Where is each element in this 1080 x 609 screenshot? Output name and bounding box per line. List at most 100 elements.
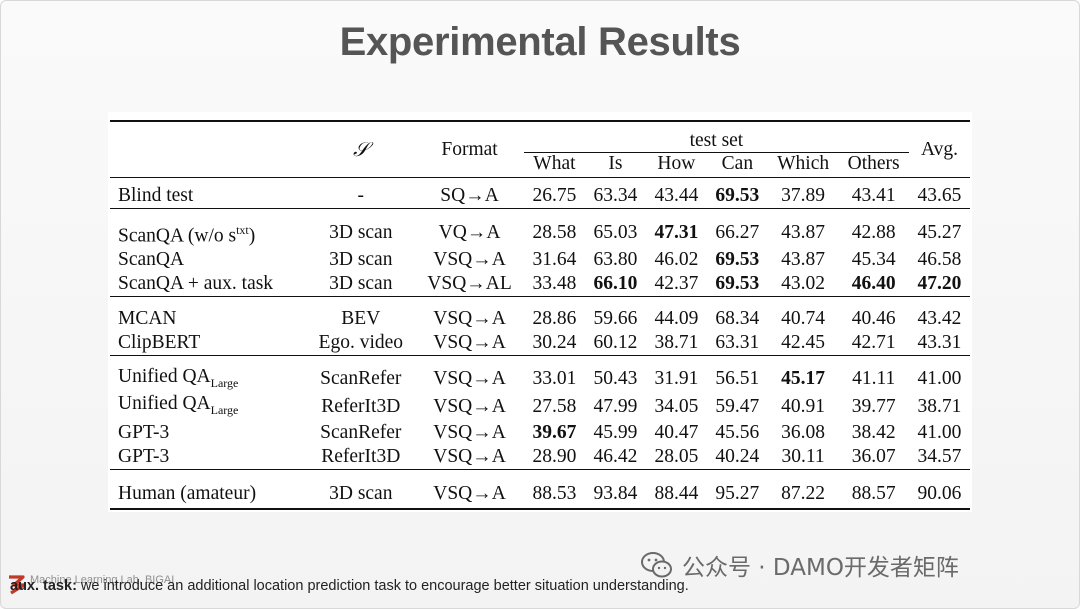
header-col-can: Can xyxy=(706,152,768,178)
method-name: GPT-3 xyxy=(118,446,170,468)
score-cell: 69.53 xyxy=(715,248,760,270)
format-cell: VSQ→A xyxy=(415,480,524,511)
table-row: Blind test - SQ→A 26.75 63.34 43.44 69.53 37.89… xyxy=(110,184,970,209)
score-cell: 43.87 xyxy=(781,222,826,244)
score-cell: 93.84 xyxy=(584,480,646,511)
score-cell: 42.37 xyxy=(654,272,699,294)
method-cell: ScanQA + aux. task xyxy=(110,272,306,297)
input-s-cell: - xyxy=(357,185,365,206)
method-name: Unified QA xyxy=(118,393,211,415)
table-header-row-1: 𝒮 Format test set Avg. xyxy=(110,120,970,178)
score-cell: 26.75 xyxy=(532,185,577,206)
header-col-which: Which xyxy=(767,152,839,178)
lab-name: Machine Learning Lab, BIGAI xyxy=(30,574,175,586)
method-cell: MCAN xyxy=(110,307,306,331)
score-cell: 38.42 xyxy=(851,422,896,444)
score-cell: 43.02 xyxy=(781,272,826,294)
score-cell: 30.11 xyxy=(781,446,825,468)
method-name: Human (amateur) xyxy=(118,483,257,505)
score-cell: 36.07 xyxy=(851,446,896,468)
input-s-cell: 3D scan xyxy=(329,272,393,294)
avg-cell: 90.06 xyxy=(908,480,970,511)
score-cell: 88.44 xyxy=(645,480,707,511)
score-cell: 47.99 xyxy=(593,396,638,418)
method-superscript: txt xyxy=(236,223,249,237)
input-s-cell: 3D scan xyxy=(306,480,416,511)
method-cell: ScanQA xyxy=(110,248,306,272)
score-cell: 42.45 xyxy=(781,331,826,353)
score-cell: 40.91 xyxy=(781,396,826,418)
method-name: Blind test xyxy=(118,185,194,206)
score-cell: 34.05 xyxy=(654,396,699,418)
score-cell: 40.74 xyxy=(781,307,826,329)
score-cell: 88.57 xyxy=(838,480,909,511)
score-cell: 88.53 xyxy=(523,480,585,511)
input-s-cell: ScanRefer xyxy=(320,368,402,390)
table-row: ScanQA (w/o stxt) 3D scan VQ→A 28.58 65.03 47… xyxy=(110,219,970,248)
score-cell: 28.58 xyxy=(532,222,577,244)
avg-cell: 47.20 xyxy=(917,272,962,294)
table-row: Human (amateur) 3D scan VSQ→A 88.53 93.84 88.… xyxy=(110,480,970,511)
group-separator xyxy=(110,354,970,366)
score-cell: 87.22 xyxy=(767,480,839,511)
score-cell: 42.88 xyxy=(851,222,896,244)
score-cell: 43.87 xyxy=(781,248,826,270)
score-cell: 63.31 xyxy=(715,331,760,353)
score-cell: 47.31 xyxy=(654,222,699,244)
score-cell: 28.90 xyxy=(532,446,577,468)
method-name: GPT-3 xyxy=(118,422,170,444)
method-name: ScanQA + aux. task xyxy=(118,272,274,294)
score-cell: 40.47 xyxy=(654,422,699,444)
results-table-panel: 𝒮 Format test set Avg. What Is How Can Which… xyxy=(108,112,972,512)
format-cell: VSQ→A xyxy=(433,446,506,468)
score-cell: 42.71 xyxy=(851,331,896,353)
score-cell: 33.01 xyxy=(532,368,577,390)
input-s-cell: ReferIt3D xyxy=(321,396,401,418)
watermark: 公众号 · DAMO开发者矩阵 xyxy=(640,548,959,582)
score-cell: 46.42 xyxy=(593,446,638,468)
score-cell: 41.11 xyxy=(852,368,896,390)
method-name: ScanQA (w/o s xyxy=(118,225,237,247)
input-s-cell: Ego. video xyxy=(318,331,404,353)
header-test-set: test set xyxy=(523,120,909,153)
method-cell: ScanQA (w/o stxt) xyxy=(110,219,306,248)
score-cell: 28.05 xyxy=(654,446,699,468)
format-cell: VSQ→A xyxy=(433,422,506,444)
header-col-what: What xyxy=(523,152,585,178)
score-cell: 59.47 xyxy=(715,396,760,418)
score-cell: 59.66 xyxy=(593,307,638,329)
header-col-others: Others xyxy=(838,152,909,178)
score-cell: 27.58 xyxy=(532,396,577,418)
header-s-label: 𝒮 xyxy=(353,137,369,161)
format-cell: VQ→A xyxy=(438,222,501,244)
method-cell: Unified QALarge xyxy=(110,393,306,421)
score-cell: 30.24 xyxy=(532,331,577,353)
header-col-how: How xyxy=(645,152,707,178)
input-s-cell: BEV xyxy=(341,307,381,329)
avg-cell: 38.71 xyxy=(917,396,962,418)
format-cell: VSQ→AL xyxy=(427,272,512,294)
score-cell: 63.80 xyxy=(593,248,638,270)
score-cell: 56.51 xyxy=(715,368,760,390)
table-bottom-pad xyxy=(110,509,970,516)
avg-cell: 43.31 xyxy=(917,331,962,353)
score-cell: 31.91 xyxy=(654,368,699,390)
avg-cell: 41.00 xyxy=(917,368,962,390)
score-cell: 66.10 xyxy=(593,272,638,294)
score-cell: 45.17 xyxy=(781,368,826,390)
table-row: ScanQA 3D scan VSQ→A 31.64 63.80 46.02 69.53 43… xyxy=(110,248,970,272)
method-name: ScanQA xyxy=(118,248,185,270)
method-cell: GPT-3 xyxy=(110,445,306,470)
score-cell: 33.48 xyxy=(532,272,577,294)
score-cell: 28.86 xyxy=(532,307,577,329)
score-cell: 68.34 xyxy=(715,307,760,329)
avg-cell: 41.00 xyxy=(917,422,962,444)
score-cell: 37.89 xyxy=(781,185,826,206)
watermark-text: 公众号 · DAMO开发者矩阵 xyxy=(682,555,959,581)
score-cell: 38.71 xyxy=(654,331,699,353)
footnote: aux. task: we introduce an additional lo… xyxy=(10,578,689,594)
method-tail: ) xyxy=(248,225,256,247)
group-separator xyxy=(110,295,970,307)
method-cell: ClipBERT xyxy=(110,331,306,356)
score-cell: 39.67 xyxy=(532,422,577,444)
